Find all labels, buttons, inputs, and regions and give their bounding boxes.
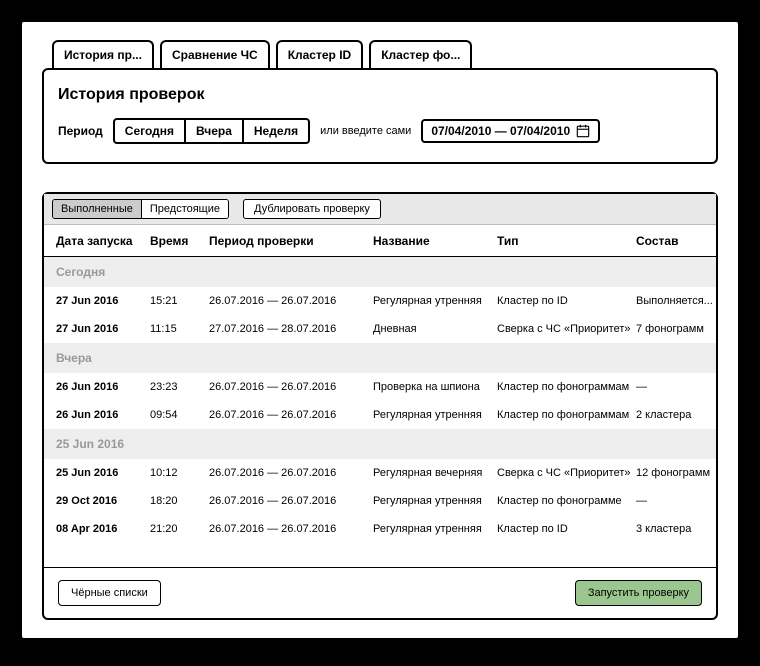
cell-type: Кластер по фонограмме (497, 495, 632, 507)
cell-time: 23:23 (150, 381, 205, 393)
period-label: Период (58, 124, 103, 138)
cell-name: Регулярная утренняя (373, 495, 493, 507)
page-title: История проверок (58, 86, 702, 104)
table-row[interactable]: 27 Jun 2016 11:15 27.07.2016 — 28.07.2016 Д… (44, 315, 716, 343)
filter-panel: История проверок Период СегодняВчераНеде… (42, 68, 718, 164)
cell-date: 26 Jun 2016 (56, 381, 146, 393)
cell-sostav: Выполняется... (636, 295, 716, 307)
cell-date: 29 Oct 2016 (56, 495, 146, 507)
cell-date: 25 Jun 2016 (56, 467, 146, 479)
period-option-2[interactable]: Неделя (244, 120, 308, 142)
group-header: 25 Jun 2016 (44, 429, 716, 459)
col-header-0: Дата запуска (56, 234, 146, 248)
cell-type: Кластер по ID (497, 523, 632, 535)
duplicate-check-button[interactable]: Дублировать проверку (243, 199, 381, 219)
cell-sostav: 12 фонограмм (636, 467, 716, 479)
date-range-input[interactable]: 07/04/2010 — 07/04/2010 (421, 119, 600, 143)
cell-name: Проверка на шпиона (373, 381, 493, 393)
col-header-1: Время (150, 234, 205, 248)
date-range-value: 07/04/2010 — 07/04/2010 (431, 124, 570, 138)
cell-name: Регулярная утренняя (373, 409, 493, 421)
cell-period: 26.07.2016 — 26.07.2016 (209, 495, 369, 507)
cell-sostav: 2 кластера (636, 409, 716, 421)
cell-period: 27.07.2016 — 28.07.2016 (209, 323, 369, 335)
col-header-4: Тип (497, 234, 632, 248)
or-enter-label: или введите сами (320, 125, 411, 137)
cell-type: Сверка с ЧС «Приоритет» (497, 323, 632, 335)
cell-time: 09:54 (150, 409, 205, 421)
table-row[interactable]: 26 Jun 2016 23:23 26.07.2016 — 26.07.2016 П… (44, 373, 716, 401)
cell-type: Кластер по фонограммам (497, 381, 632, 393)
main-window: История пр...Сравнение ЧСКластер IDКласт… (20, 20, 740, 640)
cell-name: Регулярная утренняя (373, 295, 493, 307)
period-option-0[interactable]: Сегодня (115, 120, 186, 142)
cell-name: Регулярная утренняя (373, 523, 493, 535)
cell-time: 21:20 (150, 523, 205, 535)
cell-period: 26.07.2016 — 26.07.2016 (209, 295, 369, 307)
table-header: Дата запуска Время Период проверки Название… (44, 224, 716, 257)
period-option-1[interactable]: Вчера (186, 120, 244, 142)
group-header: Сегодня (44, 257, 716, 287)
footer-bar: Чёрные списки Запустить проверку (44, 567, 716, 618)
period-segmented: СегодняВчераНеделя (113, 118, 310, 144)
cell-period: 26.07.2016 — 26.07.2016 (209, 467, 369, 479)
table-row[interactable]: 08 Apr 2016 21:20 26.07.2016 — 26.07.2016 Р… (44, 515, 716, 543)
cell-sostav: 7 фонограмм (636, 323, 716, 335)
status-toggle-0[interactable]: Выполненные (53, 200, 142, 218)
cell-type: Сверка с ЧС «Приоритет» (497, 467, 632, 479)
col-header-3: Название (373, 234, 493, 248)
cell-period: 26.07.2016 — 26.07.2016 (209, 523, 369, 535)
cell-period: 26.07.2016 — 26.07.2016 (209, 409, 369, 421)
cell-time: 18:20 (150, 495, 205, 507)
history-table: Дата запуска Время Период проверки Название… (44, 224, 716, 566)
cell-sostav: 3 кластера (636, 523, 716, 535)
status-toggle: ВыполненныеПредстоящие (52, 199, 229, 219)
blacklists-button[interactable]: Чёрные списки (58, 580, 161, 606)
table-row[interactable]: 29 Oct 2016 18:20 26.07.2016 — 26.07.2016 Р… (44, 487, 716, 515)
results-panel: ВыполненныеПредстоящие Дублировать прове… (42, 192, 718, 620)
group-header: Вчера (44, 343, 716, 373)
cell-name: Дневная (373, 323, 493, 335)
cell-sostav: — (636, 381, 716, 393)
cell-type: Кластер по ID (497, 295, 632, 307)
cell-date: 27 Jun 2016 (56, 323, 146, 335)
cell-date: 26 Jun 2016 (56, 409, 146, 421)
calendar-icon[interactable] (576, 124, 590, 138)
cell-period: 26.07.2016 — 26.07.2016 (209, 381, 369, 393)
results-toolbar: ВыполненныеПредстоящие Дублировать прове… (44, 194, 716, 225)
cell-date: 27 Jun 2016 (56, 295, 146, 307)
col-header-2: Период проверки (209, 234, 369, 248)
table-row[interactable]: 27 Jun 2016 15:21 26.07.2016 — 26.07.2016 Р… (44, 287, 716, 315)
cell-time: 10:12 (150, 467, 205, 479)
cell-name: Регулярная вечерняя (373, 467, 493, 479)
table-row[interactable]: 26 Jun 2016 09:54 26.07.2016 — 26.07.2016 Р… (44, 401, 716, 429)
cell-sostav: — (636, 495, 716, 507)
status-toggle-1[interactable]: Предстоящие (142, 200, 228, 218)
cell-time: 11:15 (150, 323, 205, 335)
col-header-5: Состав (636, 234, 716, 248)
table-row[interactable]: 25 Jun 2016 10:12 26.07.2016 — 26.07.2016 Р… (44, 459, 716, 487)
cell-time: 15:21 (150, 295, 205, 307)
run-check-button[interactable]: Запустить проверку (575, 580, 702, 606)
cell-type: Кластер по фонограммам (497, 409, 632, 421)
cell-date: 08 Apr 2016 (56, 523, 146, 535)
